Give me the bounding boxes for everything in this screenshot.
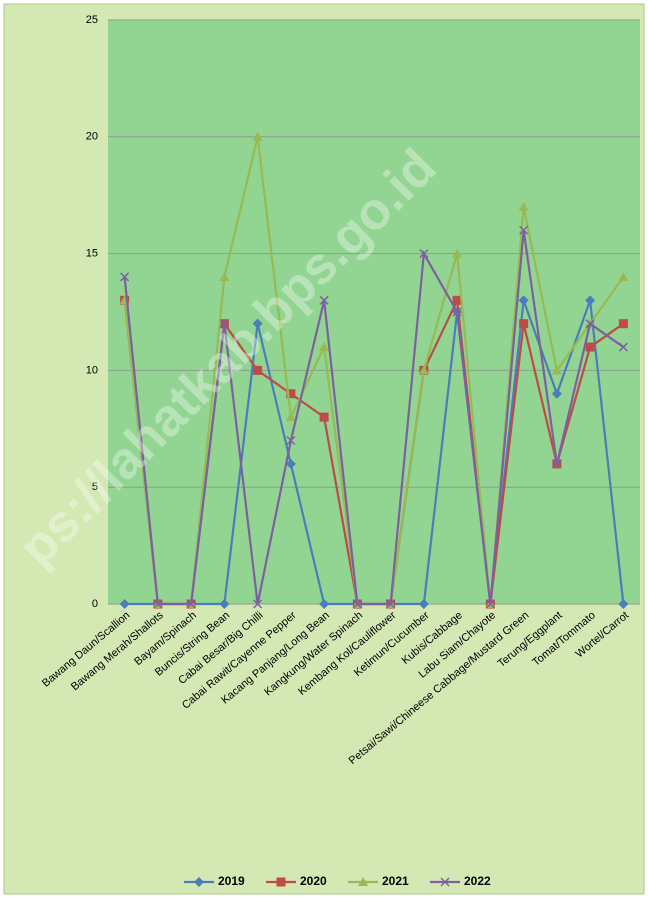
- marker: [418, 599, 429, 609]
- marker: [219, 319, 229, 329]
- marker: [285, 412, 296, 422]
- series-line: [123, 230, 625, 606]
- marker: [319, 412, 329, 422]
- marker: [319, 599, 330, 609]
- marker: [119, 599, 130, 609]
- plot-area: [108, 20, 640, 604]
- legend-label: 2020: [300, 874, 327, 888]
- marker: [418, 365, 429, 375]
- marker: [519, 319, 529, 329]
- marker: [219, 271, 230, 281]
- marker: [485, 599, 495, 609]
- marker: [585, 295, 596, 306]
- legend-label: 2022: [464, 874, 491, 888]
- y-tick-label: 10: [86, 364, 98, 376]
- marker: [452, 295, 462, 305]
- y-tick-label: 20: [86, 131, 98, 143]
- marker: [618, 342, 628, 352]
- marker: [452, 307, 462, 317]
- marker: [194, 877, 204, 887]
- marker: [618, 319, 628, 329]
- y-tick-label: 15: [86, 248, 98, 260]
- legend-label: 2019: [218, 874, 245, 888]
- legend-label: 2021: [382, 874, 409, 888]
- marker: [551, 388, 562, 399]
- y-tick-label: 0: [92, 598, 98, 610]
- marker: [618, 599, 629, 609]
- marker: [186, 599, 196, 609]
- marker: [253, 599, 263, 609]
- marker: [519, 225, 529, 235]
- marker: [120, 272, 130, 282]
- marker: [358, 877, 368, 886]
- marker: [252, 131, 263, 141]
- marker: [252, 318, 263, 329]
- marker: [276, 877, 286, 887]
- marker: [386, 599, 396, 609]
- series: [120, 225, 628, 609]
- marker: [518, 201, 529, 211]
- marker: [585, 342, 595, 352]
- marker: [319, 295, 329, 305]
- marker: [518, 295, 529, 306]
- marker: [219, 599, 230, 609]
- marker: [319, 342, 330, 352]
- marker: [286, 435, 296, 446]
- marker: [153, 599, 163, 609]
- y-tick-label: 5: [92, 481, 98, 493]
- marker: [585, 319, 595, 329]
- marker: [452, 248, 463, 258]
- marker: [253, 365, 263, 375]
- marker: [352, 599, 362, 609]
- marker: [419, 249, 429, 259]
- marker: [285, 458, 296, 469]
- marker: [618, 271, 629, 281]
- marker: [440, 877, 450, 887]
- marker: [551, 365, 562, 375]
- y-tick-label: 25: [86, 14, 98, 26]
- marker: [286, 389, 296, 399]
- marker: [552, 459, 562, 469]
